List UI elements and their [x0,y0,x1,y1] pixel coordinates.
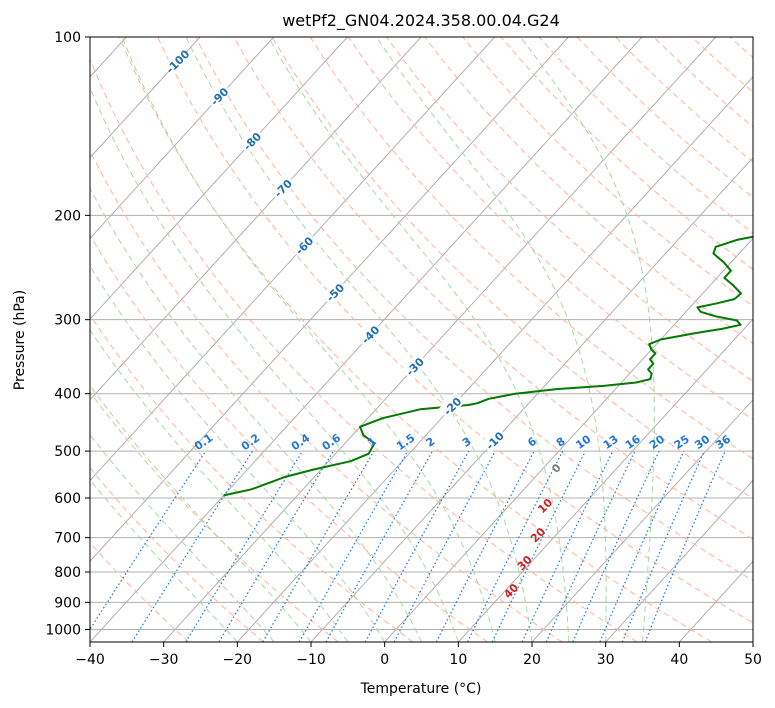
x-tick-label: 40 [670,652,688,668]
profiles [223,235,753,497]
dry-adiabat [271,37,753,500]
y-tick-label: 800 [54,565,81,581]
mixing-ratio-line [364,450,470,642]
x-axis-ticks: −40 −30 −20 −10 0 10 20 30 40 50 [75,642,762,668]
x-tick-label: 10 [449,652,467,668]
dry-adiabat [157,37,753,624]
isotherm-line [90,37,569,563]
isotherm-line [90,37,422,401]
y-tick-label: 1000 [45,622,81,638]
chart-title: wetPf2_GN04.2024.358.00.04.G24 [282,11,560,31]
isotherm-label-bg [321,278,348,306]
isotherm-label-bg [238,127,265,155]
dry-adiabat [90,58,638,642]
dry-adiabat [90,234,488,642]
isotherm-line [90,37,496,482]
mixing-ratio-line [466,450,564,642]
isotherm-line [531,399,753,642]
isotherm-line [90,37,201,159]
x-tick-label: 20 [523,652,541,668]
moist-adiabat [121,37,496,642]
moist-adiabat [90,329,349,642]
isotherm-line [236,76,753,642]
moist-adiabat [267,37,570,642]
dry-adiabat [90,467,264,642]
y-tick-label: 900 [54,595,81,611]
isotherm-label-bg [438,392,466,419]
y-tick-label: 700 [54,531,81,547]
mixing-ratio-line [621,450,705,642]
isotherm-label-bg [356,320,384,348]
dry-adiabat [195,37,753,582]
moist-adiabat [90,384,312,642]
mixing-ratio-line [185,450,304,642]
isotherm-label-bg [268,174,296,201]
moist-adiabat [185,37,533,642]
y-tick-label: 300 [54,313,81,329]
mixing-ratio-line [325,450,434,642]
moist-adiabat [376,37,607,642]
dry-adiabat [386,37,753,382]
x-tick-label: 50 [744,652,762,668]
isotherm-line [605,479,753,642]
y-axis-ticks: 1000 900 800 700 600 500 400 300 200 100 [45,30,90,638]
isotherm-label-bg [205,82,233,110]
mixing-ratio-line [644,450,726,642]
y-tick-label: 600 [54,491,81,507]
y-tick-label: 200 [54,208,81,224]
dry-adiabat [90,542,190,642]
mixing-ratio-line [131,450,254,642]
isotherm-label-bg [480,426,508,454]
y-axis-title: Pressure (hPa) [12,290,28,390]
x-tick-label: −40 [75,652,105,668]
dry-adiabat [118,37,712,642]
x-tick-label: 30 [597,652,615,668]
dewpoint-profile [223,235,753,497]
mixing-ratio-line [599,450,685,642]
x-tick-label: −20 [223,652,253,668]
x-tick-label: −30 [149,652,179,668]
isotherm-label-bg [400,352,428,380]
mixing-ratio-line [572,450,660,642]
y-tick-label: 400 [54,387,81,403]
moist-adiabat [520,37,655,642]
x-tick-label: 0 [380,652,389,668]
isotherm-line [90,37,275,240]
x-axis-title: Temperature (°C) [360,681,482,697]
isotherm-line [163,37,717,642]
mixing-ratio-line [90,450,207,631]
y-tick-label: 500 [54,444,81,460]
moist-adiabat [90,265,386,642]
dry-adiabat [347,37,753,421]
moist-adiabat [90,187,422,642]
dry-adiabat [233,37,753,540]
moist-adiabat [90,86,459,642]
dry-adiabat [90,149,563,642]
mixing-ratio-line [393,450,496,642]
x-tick-label: −10 [296,652,326,668]
isotherm-line [457,318,753,642]
isotherm-label-bg [163,47,191,75]
isotherm-label-bg [290,231,318,259]
plot-frame [89,36,754,643]
background-lines [90,37,753,642]
y-tick-label: 100 [54,30,81,46]
dry-adiabat [309,37,753,460]
